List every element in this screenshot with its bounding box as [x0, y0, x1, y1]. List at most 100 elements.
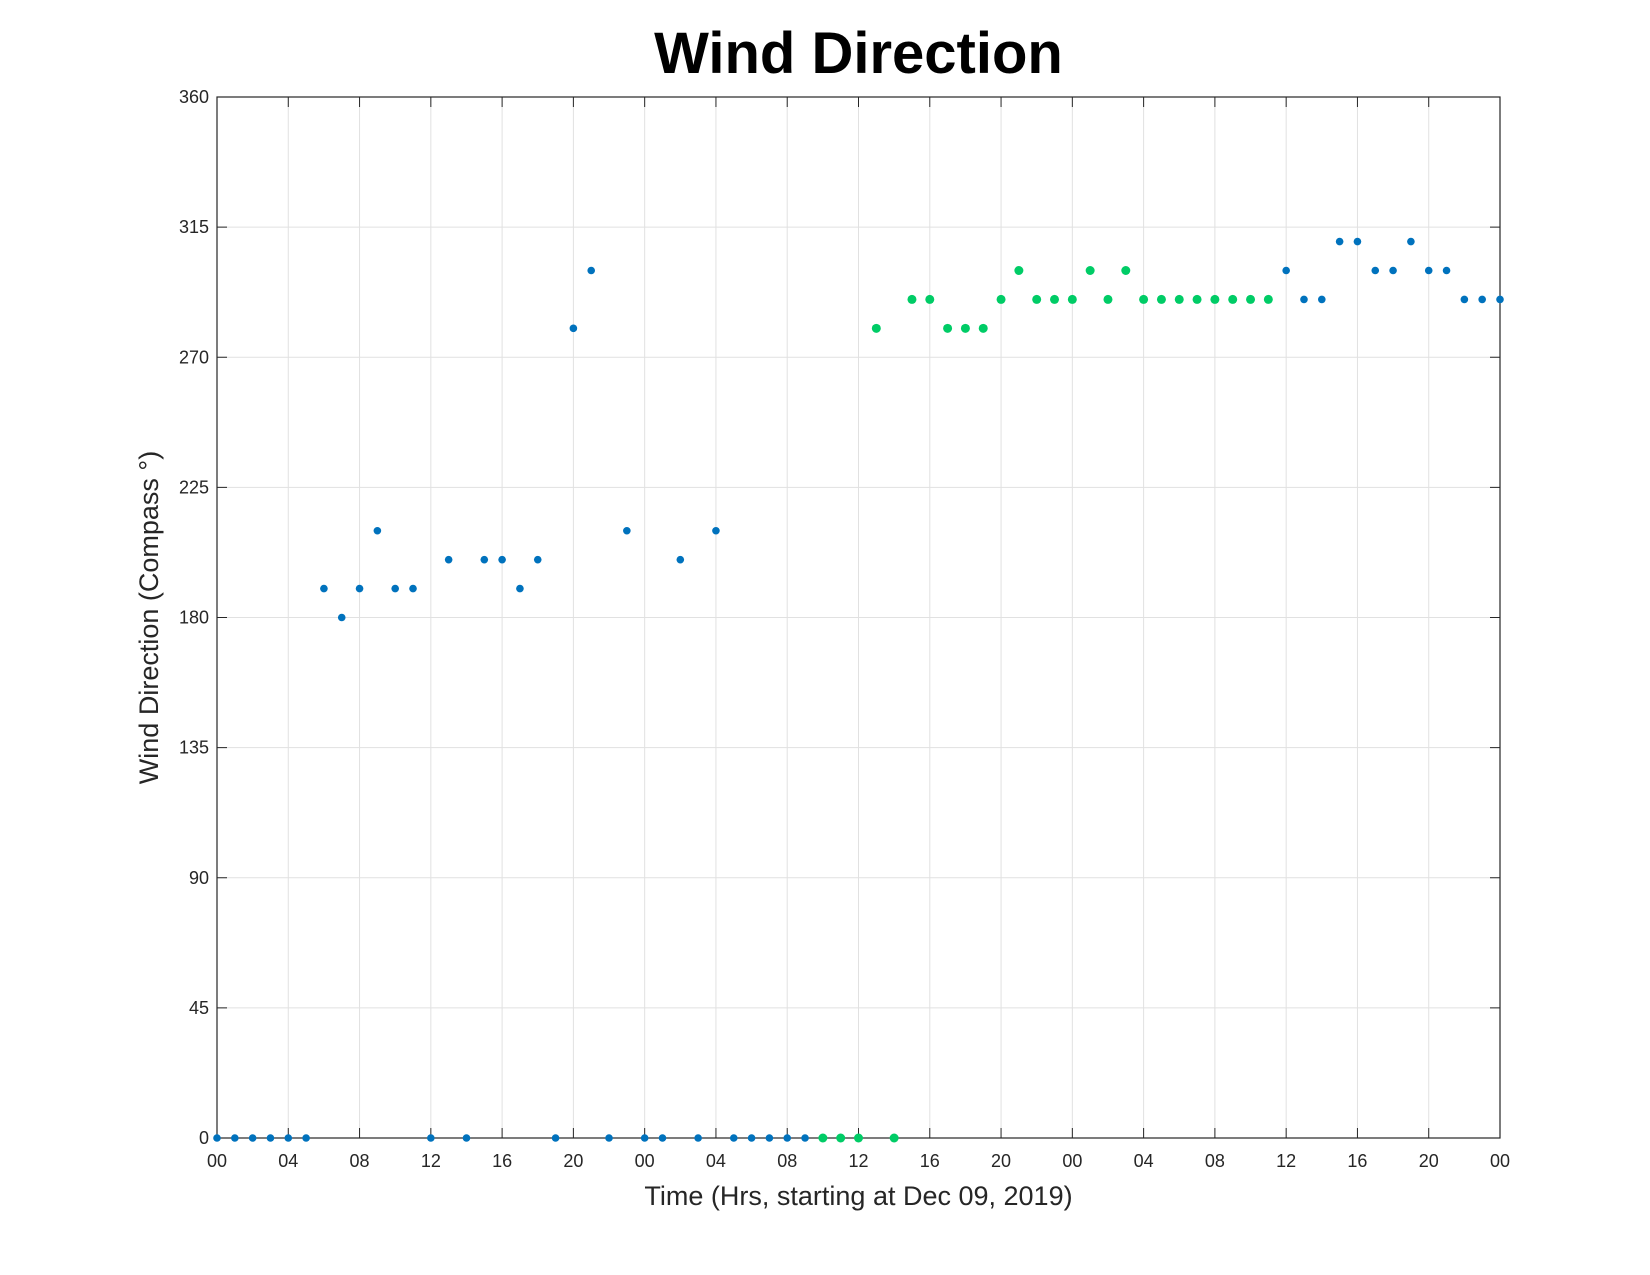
- data-point: [1174, 294, 1184, 304]
- data-point: [854, 1133, 863, 1143]
- x-tick-label: 16: [920, 1151, 940, 1171]
- y-tick-label: 360: [179, 87, 209, 107]
- x-tick-label: 20: [563, 1151, 583, 1171]
- data-point: [658, 1134, 667, 1142]
- data-point: [1442, 266, 1451, 275]
- data-point: [640, 1134, 649, 1142]
- data-point: [1156, 294, 1166, 304]
- data-point: [801, 1134, 809, 1142]
- data-point: [498, 555, 506, 564]
- data-point: [516, 584, 524, 593]
- data-point: [569, 324, 578, 333]
- data-point: [605, 1134, 613, 1142]
- data-point: [320, 584, 328, 593]
- data-point: [1496, 295, 1504, 304]
- data-point: [373, 526, 382, 535]
- data-point: [391, 584, 399, 593]
- x-tick-label: 20: [1419, 1151, 1439, 1171]
- data-point: [783, 1134, 792, 1142]
- data-point: [1300, 295, 1308, 304]
- data-point: [1389, 266, 1397, 275]
- data-point: [1407, 237, 1415, 246]
- data-point: [444, 555, 453, 564]
- data-point: [943, 323, 953, 333]
- x-tick-label: 04: [278, 1151, 298, 1171]
- x-tick-label: 16: [492, 1151, 512, 1171]
- data-point: [1318, 295, 1326, 304]
- x-tick-labels: 00 04 08 12 16 20 00 04 08 12 16 20 00 04 08 12 16 20 00: [207, 1151, 1510, 1171]
- data-point: [747, 1134, 756, 1142]
- data-point: [623, 526, 631, 535]
- data-point: [533, 555, 542, 564]
- data-point: [978, 323, 988, 333]
- data-point: [1103, 294, 1113, 304]
- grid-lines: [217, 97, 1500, 1138]
- data-point: [1014, 266, 1024, 275]
- data-points: [213, 237, 1504, 1143]
- data-point: [409, 584, 417, 593]
- y-tick-label: 45: [189, 998, 209, 1018]
- data-point: [1228, 294, 1238, 304]
- data-point: [1424, 266, 1433, 275]
- data-point: [1335, 237, 1344, 246]
- data-point: [1371, 266, 1380, 275]
- data-point: [231, 1134, 239, 1142]
- y-tick-labels: 0 45 90 135 180 225 270 315 360: [179, 87, 209, 1148]
- data-point: [480, 555, 489, 564]
- data-point: [213, 1134, 221, 1142]
- x-tick-label: 20: [991, 1151, 1011, 1171]
- x-tick-label: 00: [1062, 1151, 1082, 1171]
- data-point: [765, 1134, 774, 1142]
- x-tick-label: 08: [777, 1151, 797, 1171]
- data-point: [551, 1134, 560, 1142]
- data-point: [1121, 266, 1131, 275]
- data-point: [1478, 295, 1486, 304]
- data-point: [907, 294, 917, 304]
- y-tick-label: 315: [179, 217, 209, 237]
- x-tick-label: 12: [421, 1151, 441, 1171]
- data-point: [1067, 294, 1077, 304]
- x-tick-label: 00: [1490, 1151, 1510, 1171]
- x-tick-label: 04: [1134, 1151, 1154, 1171]
- data-point: [337, 613, 346, 622]
- x-axis-label: Time (Hrs, starting at Dec 09, 2019): [644, 1181, 1072, 1211]
- y-tick-label: 135: [179, 738, 209, 758]
- data-point: [925, 294, 935, 304]
- data-point: [818, 1133, 828, 1143]
- data-point: [1210, 294, 1220, 304]
- data-point: [1139, 294, 1149, 304]
- data-point: [996, 294, 1006, 304]
- data-point: [712, 526, 720, 535]
- data-point: [1050, 294, 1060, 304]
- data-point: [676, 555, 685, 564]
- data-point: [1282, 266, 1290, 275]
- data-point: [1263, 294, 1273, 304]
- data-point: [1192, 294, 1202, 304]
- y-tick-label: 90: [189, 868, 209, 888]
- data-point: [889, 1133, 899, 1143]
- data-point: [266, 1134, 275, 1142]
- y-tick-label: 0: [199, 1128, 209, 1148]
- data-point: [694, 1134, 702, 1142]
- data-point: [427, 1134, 435, 1142]
- data-point: [960, 323, 970, 333]
- x-tick-label: 16: [1347, 1151, 1367, 1171]
- data-point: [302, 1134, 310, 1142]
- data-point: [248, 1134, 257, 1142]
- y-tick-label: 270: [179, 347, 209, 367]
- chart-title: Wind Direction: [654, 21, 1063, 86]
- data-point: [462, 1134, 471, 1142]
- x-tick-label: 08: [1205, 1151, 1225, 1171]
- data-point: [1353, 237, 1362, 246]
- data-point: [871, 323, 881, 333]
- data-point: [836, 1133, 846, 1143]
- data-point: [1085, 266, 1095, 275]
- data-point: [355, 584, 364, 593]
- x-tick-label: 12: [848, 1151, 868, 1171]
- y-tick-label: 225: [179, 477, 209, 497]
- x-tick-label: 00: [635, 1151, 655, 1171]
- data-point: [284, 1134, 293, 1142]
- data-point: [1032, 294, 1042, 304]
- x-tick-label: 04: [706, 1151, 726, 1171]
